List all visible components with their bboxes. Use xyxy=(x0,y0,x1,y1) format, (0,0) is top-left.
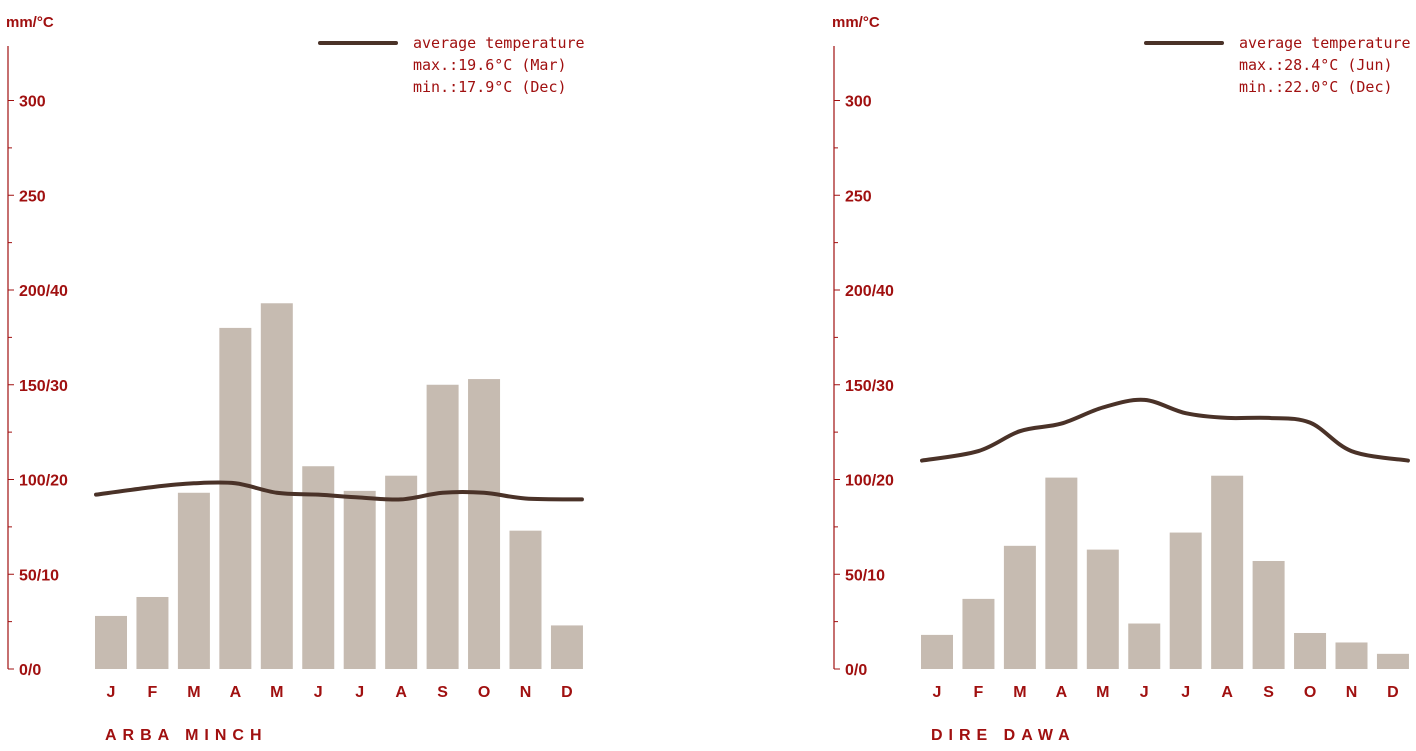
legend-max: max.:19.6°C (Mar) xyxy=(413,56,567,74)
precipitation-bar xyxy=(1376,653,1409,669)
x-tick-label: M xyxy=(187,684,200,701)
x-tick-label: F xyxy=(148,684,158,701)
y-axis-unit-label: mm/°C xyxy=(6,14,54,31)
x-tick-label: A xyxy=(395,684,407,701)
y-tick-label: 250 xyxy=(845,188,872,205)
x-tick-label: J xyxy=(1181,684,1190,701)
x-tick-label: J xyxy=(355,684,364,701)
precipitation-bar xyxy=(1335,642,1368,669)
x-tick-label: D xyxy=(561,684,573,701)
precipitation-bar xyxy=(1169,532,1202,669)
legend-label: average temperature xyxy=(413,34,585,52)
precipitation-bar xyxy=(302,466,335,669)
precipitation-bar xyxy=(426,384,459,669)
temperature-line xyxy=(94,480,584,502)
x-tick-label: S xyxy=(437,684,448,701)
precipitation-bar xyxy=(1294,632,1327,669)
precipitation-bar xyxy=(1086,549,1119,669)
y-tick-label: 150/30 xyxy=(845,378,894,395)
precipitation-bar xyxy=(177,492,210,669)
temperature-line xyxy=(920,397,1410,463)
x-tick-label: J xyxy=(107,684,116,701)
precipitation-bar xyxy=(1045,477,1078,669)
precipitation-bar xyxy=(385,475,418,669)
y-tick-label: 50/10 xyxy=(845,567,885,584)
y-tick-label: 0/0 xyxy=(845,662,867,679)
station-title: DIRE DAWA xyxy=(931,727,1076,744)
x-tick-label: A xyxy=(1056,684,1068,701)
y-tick-label: 300 xyxy=(19,94,46,111)
y-tick-label: 50/10 xyxy=(19,567,59,584)
precipitation-bar xyxy=(962,598,995,669)
x-tick-label: A xyxy=(1221,684,1233,701)
x-tick-label: N xyxy=(520,684,532,701)
x-tick-label: N xyxy=(1346,684,1358,701)
x-tick-label: M xyxy=(1013,684,1026,701)
precipitation-bar xyxy=(509,530,542,669)
x-tick-label: J xyxy=(314,684,323,701)
y-tick-label: 100/20 xyxy=(845,473,894,490)
precipitation-bar xyxy=(95,615,127,669)
precipitation-bar xyxy=(260,303,293,669)
climate-chart-1: mm/°C 0/0 50/10 100/20 150/30 200/40 250 300 J F M… xyxy=(6,14,585,744)
y-tick-label: 250 xyxy=(19,188,46,205)
y-tick-label: 200/40 xyxy=(845,283,894,300)
x-tick-label: M xyxy=(270,684,283,701)
y-tick-label: 100/20 xyxy=(19,473,68,490)
y-tick-label: 200/40 xyxy=(19,283,68,300)
x-tick-label: D xyxy=(1387,684,1399,701)
legend-min: min.:17.9°C (Dec) xyxy=(413,78,567,96)
precipitation-bar xyxy=(550,625,583,669)
precipitation-bar xyxy=(136,596,169,669)
climate-chart-2: mm/°C 0/0 50/10 100/20 150/30 200/40 250 300 J F M… xyxy=(832,14,1411,744)
precipitation-bar xyxy=(343,490,376,669)
station-title: ARBA MINCH xyxy=(105,727,268,744)
x-tick-label: O xyxy=(478,684,490,701)
precipitation-bar xyxy=(1003,545,1036,669)
precipitation-bar xyxy=(1128,623,1161,669)
x-tick-label: A xyxy=(230,684,242,701)
x-tick-label: M xyxy=(1096,684,1109,701)
y-axis-unit-label: mm/°C xyxy=(832,14,880,31)
precipitation-bar xyxy=(219,327,252,669)
x-tick-label: J xyxy=(1140,684,1149,701)
legend-max: max.:28.4°C (Jun) xyxy=(1239,56,1393,74)
x-tick-label: F xyxy=(974,684,984,701)
x-tick-label: O xyxy=(1304,684,1316,701)
x-tick-label: J xyxy=(933,684,942,701)
precipitation-bar xyxy=(1211,475,1244,669)
y-tick-label: 0/0 xyxy=(19,662,41,679)
legend-min: min.:22.0°C (Dec) xyxy=(1239,78,1393,96)
precipitation-bar xyxy=(1252,560,1285,669)
precipitation-bar xyxy=(921,634,953,669)
x-tick-label: S xyxy=(1263,684,1274,701)
precipitation-bar xyxy=(468,379,501,669)
y-tick-label: 150/30 xyxy=(19,378,68,395)
y-tick-label: 300 xyxy=(845,94,872,111)
legend-label: average temperature xyxy=(1239,34,1411,52)
